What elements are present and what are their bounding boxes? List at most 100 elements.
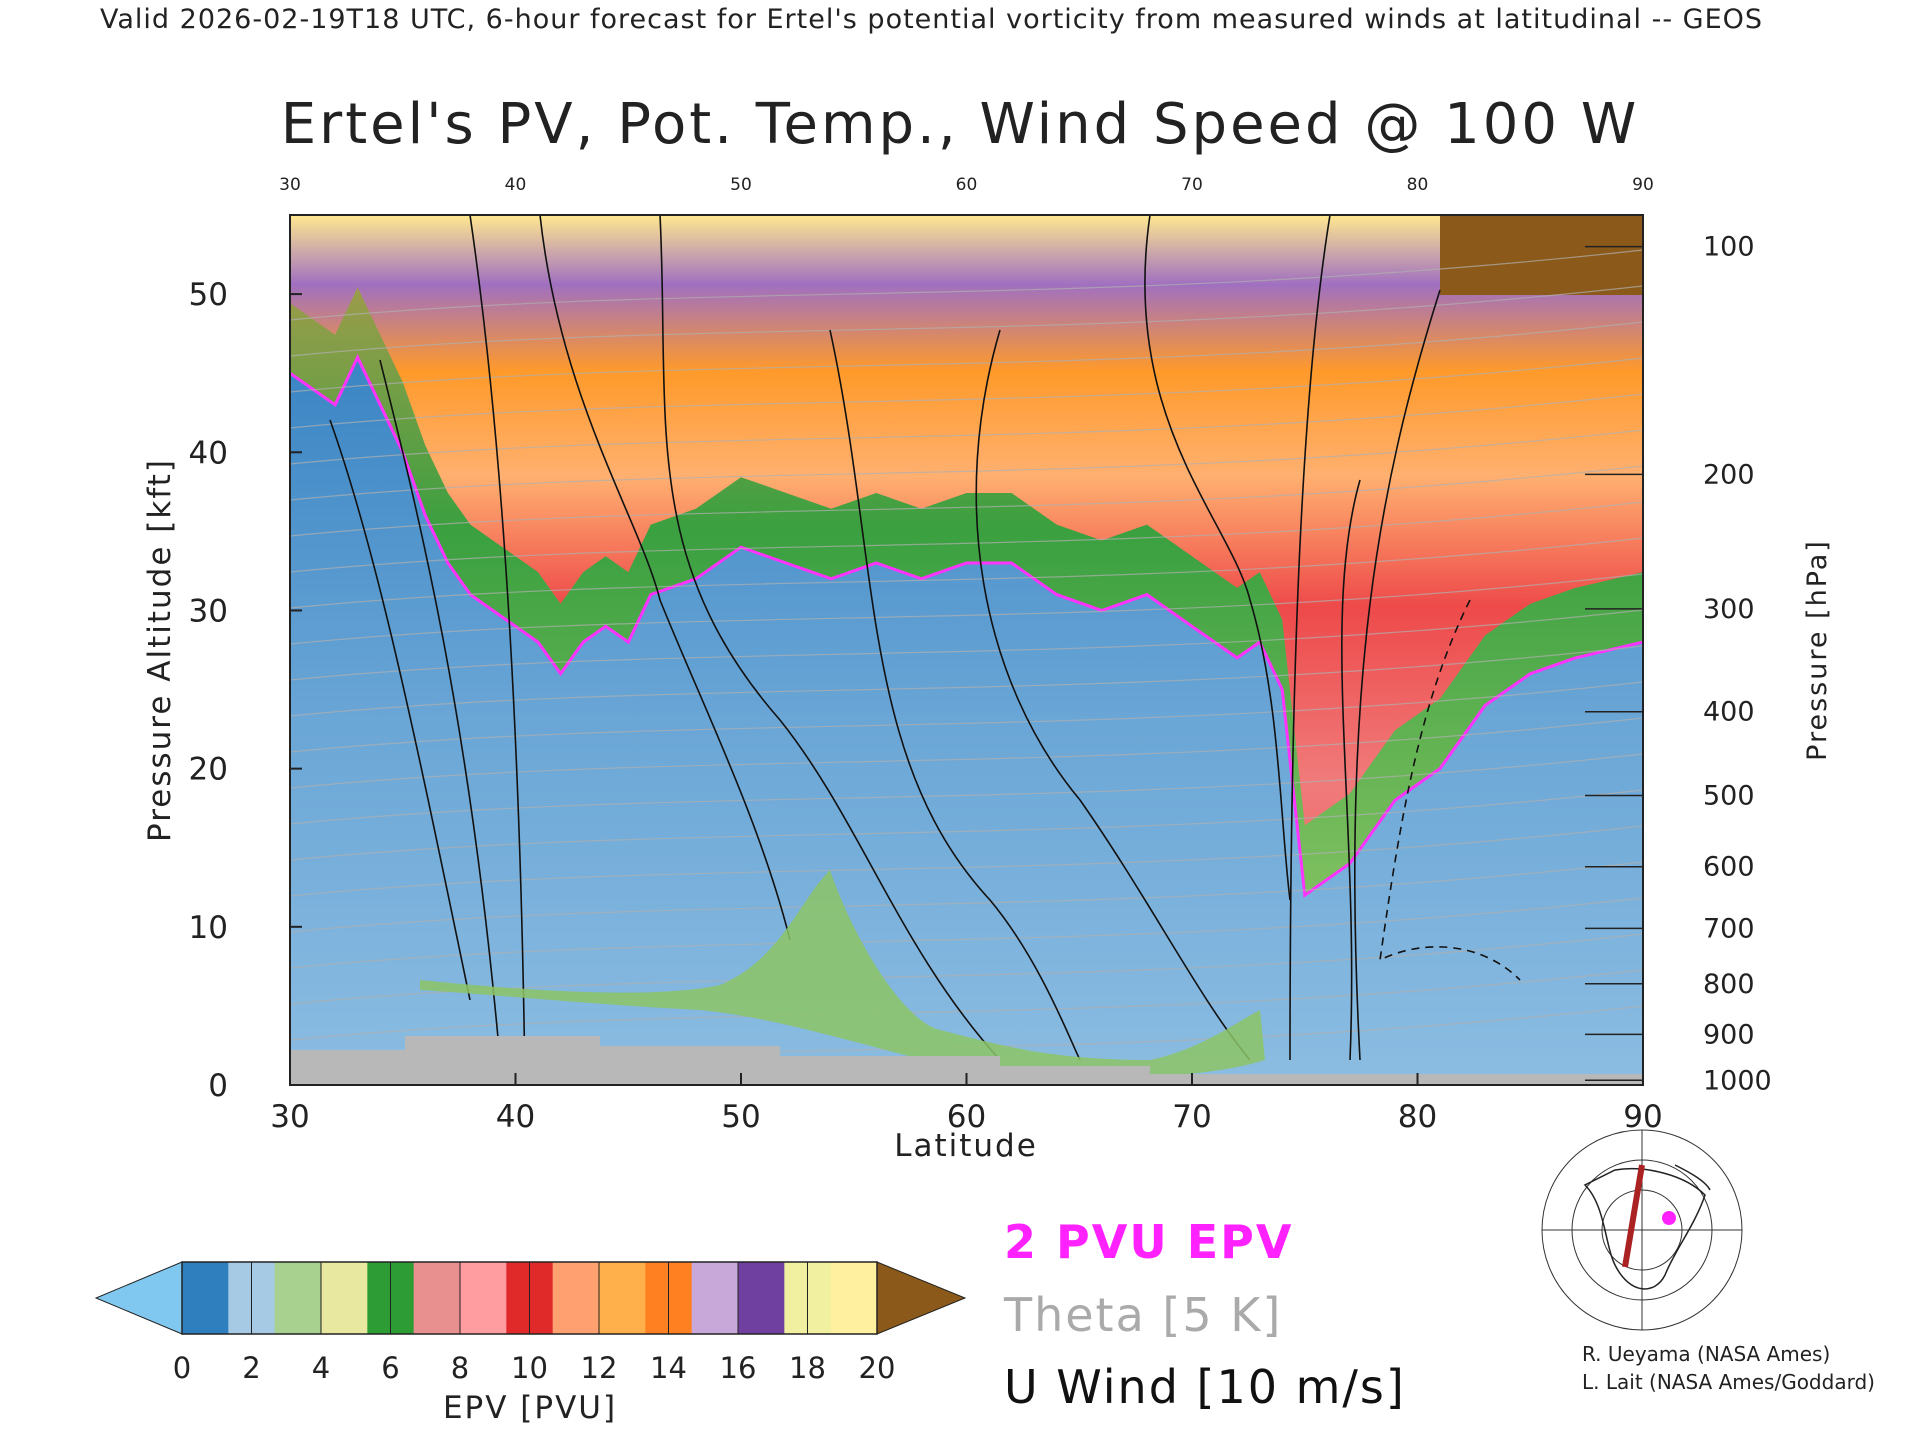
theta-contour	[290, 285, 1643, 357]
theta-contour	[290, 753, 1643, 825]
pressure-tick-label: 400	[1703, 697, 1755, 728]
theta-contour	[290, 321, 1643, 393]
legend-theta: Theta [5 K]	[1004, 1288, 1283, 1342]
y-tick-label: 30	[189, 593, 228, 629]
credit-line-2: L. Lait (NASA Ames/Goddard)	[1582, 1370, 1875, 1394]
colorbar-segment	[552, 1262, 600, 1334]
x-tick-label: 40	[496, 1099, 535, 1135]
high-pv-patch	[1440, 215, 1643, 295]
u-wind-contour-dashed	[1378, 599, 1521, 981]
pressure-tick-label: 700	[1703, 913, 1755, 944]
low-level-green-band	[420, 870, 1265, 1078]
colorbar-segment	[182, 1262, 229, 1334]
colorbar-segment	[599, 1262, 646, 1334]
pressure-tick-label: 900	[1703, 1019, 1755, 1050]
x-axis-bottom: 30 40 50 60 70 80 90	[270, 1073, 1663, 1135]
theta-contour	[290, 393, 1643, 465]
credit-line-1: R. Ueyama (NASA Ames)	[1582, 1342, 1831, 1366]
colorbar-segment	[321, 1262, 368, 1334]
colorbar-tick-label: 0	[173, 1351, 191, 1385]
colorbar-tick-label: 4	[312, 1351, 330, 1385]
u-wind-contour	[1144, 215, 1291, 901]
theta-contour	[290, 537, 1643, 609]
x-tick-label: 90	[1623, 1099, 1662, 1135]
colorbar-segment	[691, 1262, 739, 1334]
y-axis-left: 0 10 20 30 40 50	[189, 277, 302, 1104]
y-tick-label: 50	[189, 277, 228, 313]
y-tick-label: 20	[189, 752, 228, 788]
ground-terrain	[290, 1036, 1643, 1085]
legend-uwind: U Wind [10 m/s]	[1004, 1360, 1406, 1414]
locator-map	[1541, 1129, 1743, 1331]
pressure-tick-label: 100	[1703, 232, 1755, 263]
colorbar-segment	[460, 1262, 507, 1334]
chart-title: Ertel's PV, Pot. Temp., Wind Speed @ 100…	[280, 92, 1640, 157]
u-wind-contour	[329, 419, 471, 1001]
y-axis-label: Pressure Altitude [kft]	[142, 458, 178, 842]
y-tick-label: 40	[189, 435, 228, 471]
u-wind-contour	[829, 329, 1081, 1061]
x-top-tick-label: 40	[505, 175, 527, 195]
x-tick-label: 80	[1398, 1099, 1437, 1135]
x-top-tick-label: 80	[1407, 175, 1429, 195]
colorbar-tick-label: 14	[650, 1351, 687, 1385]
colorbar-tick-label: 18	[789, 1351, 826, 1385]
colorbar-tick-label: 6	[381, 1351, 399, 1385]
pressure-tick-label: 300	[1703, 594, 1755, 625]
pressure-tick-label: 200	[1703, 459, 1755, 490]
theta-contour	[290, 897, 1643, 969]
theta-contour	[290, 789, 1643, 861]
u-wind-contour	[1353, 289, 1441, 1061]
u-wind-contour	[975, 329, 1251, 1061]
x-tick-label: 70	[1172, 1099, 1211, 1135]
theta-contour	[290, 717, 1643, 789]
theta-contour	[290, 969, 1643, 1041]
u-wind-contour	[469, 215, 526, 1085]
two-pvu-contour	[290, 353, 1643, 898]
x-top-tick-label: 70	[1181, 175, 1203, 195]
plot-area	[290, 215, 1643, 1085]
colorbar-segment	[274, 1262, 322, 1334]
x-top-tick-label: 60	[956, 175, 978, 195]
colorbar-tick-label: 12	[581, 1351, 618, 1385]
colorbar-tick-label: 20	[859, 1351, 896, 1385]
theta-contour	[290, 861, 1643, 933]
y-tick-label: 0	[208, 1068, 228, 1104]
colorbar-low-arrow	[94, 1261, 183, 1335]
u-wind-contour	[1289, 215, 1331, 1061]
theta-contour	[290, 645, 1643, 717]
forecast-header: Valid 2026-02-19T18 UTC, 6-hour forecast…	[100, 4, 1764, 35]
y-axis-right: 100 200 300 400 500 600 700 800 900 1000	[1585, 232, 1772, 1096]
u-wind-contour	[539, 215, 791, 941]
colorbar-tick-label: 2	[242, 1351, 260, 1385]
theta-contour	[290, 465, 1643, 537]
x-axis-top: 30 40 50 60 70 80 90	[279, 175, 1654, 195]
pressure-axis-label: Pressure [hPa]	[1802, 539, 1833, 761]
x-tick-label: 30	[270, 1099, 309, 1135]
colorbar-tick-label: 16	[720, 1351, 757, 1385]
x-tick-label: 60	[947, 1099, 986, 1135]
theta-contour	[290, 825, 1643, 897]
colorbar-label: EPV [PVU]	[443, 1390, 617, 1426]
x-top-tick-label: 30	[279, 175, 301, 195]
x-top-tick-label: 90	[1632, 175, 1654, 195]
pressure-tick-label: 600	[1703, 852, 1755, 883]
x-top-tick-label: 50	[730, 175, 752, 195]
theta-contour	[290, 681, 1643, 753]
legend-epv: 2 PVU EPV	[1004, 1215, 1294, 1269]
colorbar-segment	[738, 1262, 785, 1334]
theta-contour	[290, 501, 1643, 573]
colorbar-tick-label: 10	[511, 1351, 548, 1385]
pressure-tick-label: 800	[1703, 969, 1755, 1000]
theta-contour	[290, 357, 1643, 429]
y-tick-label: 10	[189, 910, 228, 946]
theta-contour	[290, 249, 1643, 321]
x-tick-label: 50	[721, 1099, 760, 1135]
colorbar-segment	[830, 1262, 878, 1334]
colorbar-high-arrow	[876, 1261, 967, 1335]
colorbar-tick-label: 8	[451, 1351, 469, 1385]
u-wind-contour	[1341, 479, 1361, 1061]
u-wind-contours	[329, 215, 1521, 1085]
theta-contours	[290, 249, 1643, 1077]
